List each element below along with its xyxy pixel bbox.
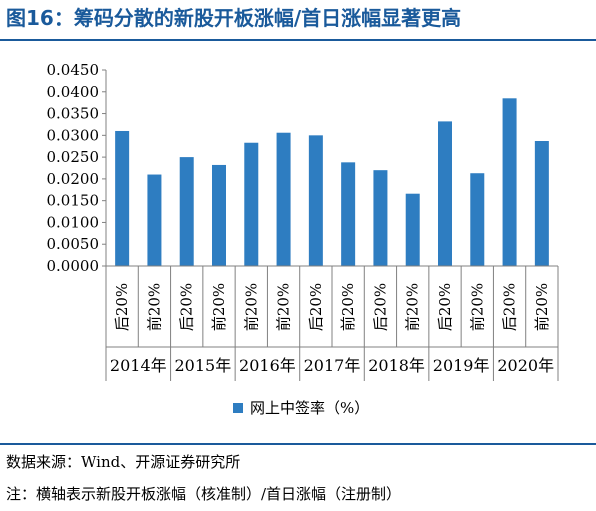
y-tick-label: 0.0000 [47, 257, 100, 275]
x-group-label: 2014年 [110, 356, 167, 375]
x-category-label: 前20% [145, 283, 163, 331]
source-text: 数据来源：Wind、开源证券研究所 [6, 453, 241, 471]
bar [244, 142, 259, 266]
bar-chart: 0.0450 0.0400 0.0350 0.0300 0.0250 0.0200 0.01… [47, 61, 559, 417]
x-group-label: 2015年 [174, 356, 231, 375]
bar [438, 121, 452, 266]
bars [115, 98, 549, 266]
figure-title: 图16：筹码分散的新股开板涨幅/首日涨幅显著更高 [6, 6, 462, 30]
bar [115, 130, 130, 266]
bar [534, 140, 549, 266]
x-category-label: 前20% [275, 283, 293, 331]
bar [212, 164, 226, 266]
legend: 网上中签率（%） [233, 399, 369, 417]
x-axis: 后20% 前20% 后20% 前20% 前20% 前20% 后20% 前20% 后20% 前20%… [105, 265, 559, 381]
x-category-label: 后20% [307, 283, 325, 331]
bar [470, 173, 485, 266]
y-tick-label: 0.0250 [47, 148, 100, 166]
y-axis: 0.0450 0.0400 0.0350 0.0300 0.0250 0.0200 0.01… [47, 61, 107, 275]
x-category-label: 后20% [371, 283, 389, 331]
x-group-label: 2016年 [239, 356, 296, 375]
x-group-label: 2017年 [304, 356, 361, 375]
x-category-label: 前20% [404, 283, 422, 331]
y-tick-label: 0.0450 [47, 61, 100, 79]
x-category-label: 前20% [468, 283, 486, 331]
x-category-label: 前20% [210, 283, 228, 331]
x-category-label: 前20% [339, 283, 357, 331]
x-group-label: 2019年 [433, 356, 490, 375]
source-rule [0, 443, 596, 445]
x-category-label: 后20% [178, 283, 196, 331]
y-tick-label: 0.0050 [47, 235, 100, 253]
x-category-label: 后20% [113, 283, 131, 331]
x-category-label: 后20% [501, 283, 519, 331]
note-text: 注：横轴表示新股开板涨幅（核准制）/首日涨幅（注册制） [6, 485, 402, 503]
x-category-label: 前20% [242, 283, 260, 331]
bar [276, 132, 291, 266]
bar [502, 98, 517, 266]
y-tick-label: 0.0400 [47, 83, 100, 101]
legend-swatch [233, 403, 243, 413]
bar [373, 170, 388, 266]
y-tick-label: 0.0100 [47, 213, 100, 231]
bar [147, 174, 162, 266]
title-rule [0, 39, 596, 41]
bar [341, 162, 356, 266]
x-category-label: 前20% [533, 283, 551, 331]
legend-label: 网上中签率（%） [250, 399, 369, 417]
bar [179, 157, 194, 266]
y-tick-label: 0.0350 [47, 105, 100, 123]
x-group-label: 2020年 [497, 356, 554, 375]
x-category-label: 后20% [436, 283, 454, 331]
x-group-label: 2018年 [368, 356, 425, 375]
y-tick-label: 0.0150 [47, 192, 100, 210]
bar [308, 135, 323, 266]
y-tick-label: 0.0300 [47, 126, 100, 144]
bar [405, 193, 420, 266]
y-tick-label: 0.0200 [47, 170, 100, 188]
